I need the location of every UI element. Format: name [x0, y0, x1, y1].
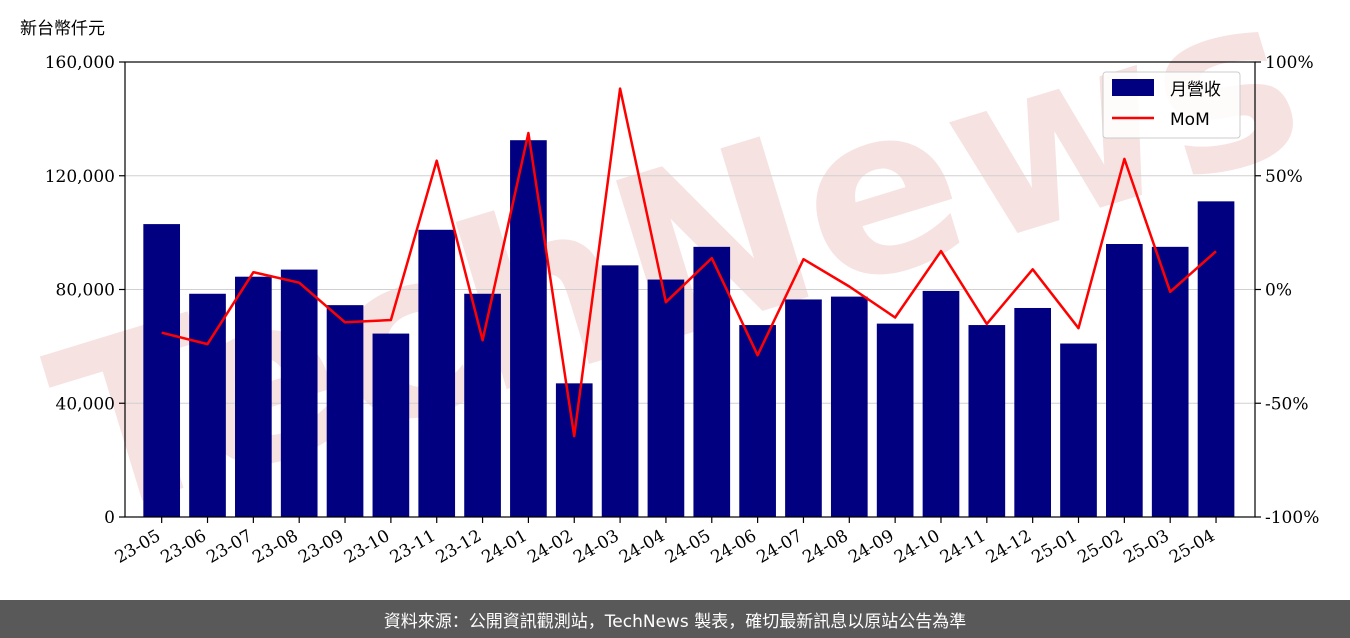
x-tick-label: 24-10: [891, 526, 943, 568]
right-tick-label: 0%: [1265, 281, 1292, 301]
x-tick-label: 25-01: [1029, 526, 1081, 568]
revenue-bar: [1014, 307, 1052, 517]
x-tick-label: 23-11: [387, 526, 439, 568]
right-y-axis: -100% -50% 0% 50% 100%: [1255, 53, 1319, 528]
revenue-bar: [968, 325, 1006, 517]
revenue-bar: [464, 293, 501, 517]
right-tick-label: -100%: [1265, 508, 1319, 528]
revenue-bar: [326, 305, 364, 517]
x-tick-label: 24-04: [616, 526, 668, 568]
x-tick-label: 23-10: [341, 526, 393, 568]
source-footer: 資料來源：公開資訊觀測站，TechNews 製表，確切最新訊息以原站公告為準: [0, 600, 1350, 638]
revenue-bar: [189, 293, 226, 517]
left-tick-label: 160,000: [45, 53, 115, 73]
revenue-bar: [693, 246, 731, 517]
revenue-bar: [143, 224, 181, 517]
right-tick-label: 50%: [1265, 167, 1303, 187]
revenue-bar: [739, 325, 776, 517]
x-tick-label: 24-05: [662, 526, 714, 568]
legend-label-revenue: 月營收: [1170, 80, 1221, 100]
y-axis-unit-label: 新台幣仟元: [20, 19, 105, 39]
left-tick-label: 40,000: [56, 394, 115, 414]
revenue-bar: [1106, 244, 1143, 517]
revenue-bar: [235, 276, 272, 517]
x-tick-label: 25-04: [1166, 526, 1218, 568]
x-tick-label: 23-09: [295, 526, 347, 568]
revenue-bar: [510, 140, 547, 517]
revenue-bar: [372, 333, 410, 517]
legend-label-mom: MoM: [1170, 110, 1210, 130]
x-tick-label: 25-03: [1120, 526, 1172, 568]
right-tick-label: 100%: [1265, 53, 1314, 73]
x-tick-label: 24-07: [754, 526, 806, 568]
revenue-bar: [830, 296, 868, 517]
x-tick-label: 25-02: [1074, 526, 1126, 568]
x-tick-label: 23-08: [249, 526, 301, 568]
right-tick-label: -50%: [1265, 394, 1309, 414]
x-tick-label: 24-12: [983, 526, 1035, 568]
x-tick-label: 23-12: [433, 526, 485, 568]
x-tick-label: 24-02: [524, 526, 576, 568]
revenue-bar: [601, 265, 639, 517]
left-tick-label: 0: [104, 508, 115, 528]
left-tick-label: 120,000: [45, 167, 115, 187]
x-tick-label: 24-09: [845, 526, 897, 568]
revenue-bar: [922, 290, 960, 517]
revenue-bar: [555, 383, 593, 517]
x-tick-label: 24-11: [937, 526, 989, 568]
x-tick-label: 24-06: [708, 526, 760, 568]
x-tick-label: 24-01: [478, 526, 530, 568]
x-axis: 23-0523-0623-0723-0823-0923-1023-1123-12…: [112, 517, 1219, 568]
x-tick-label: 24-03: [570, 526, 622, 568]
legend: 月營收 MoM: [1102, 71, 1241, 139]
left-y-axis: 0 40,000 80,000 120,000 160,000: [45, 53, 125, 528]
legend-bar-swatch: [1112, 79, 1154, 96]
bars: [143, 140, 1235, 517]
revenue-bar: [418, 229, 456, 517]
revenue-bar: [280, 269, 318, 517]
mom-line: [161, 87, 1217, 438]
x-tick-label: 24-08: [799, 526, 851, 568]
revenue-bar: [1060, 343, 1097, 517]
revenue-bar: [647, 279, 685, 517]
revenue-bar: [785, 299, 822, 517]
revenue-bar: [1197, 201, 1235, 517]
revenue-bar: [876, 323, 914, 517]
mom-line-layer: [161, 87, 1217, 438]
left-tick-label: 80,000: [56, 281, 115, 301]
revenue-bar: [1151, 246, 1189, 517]
